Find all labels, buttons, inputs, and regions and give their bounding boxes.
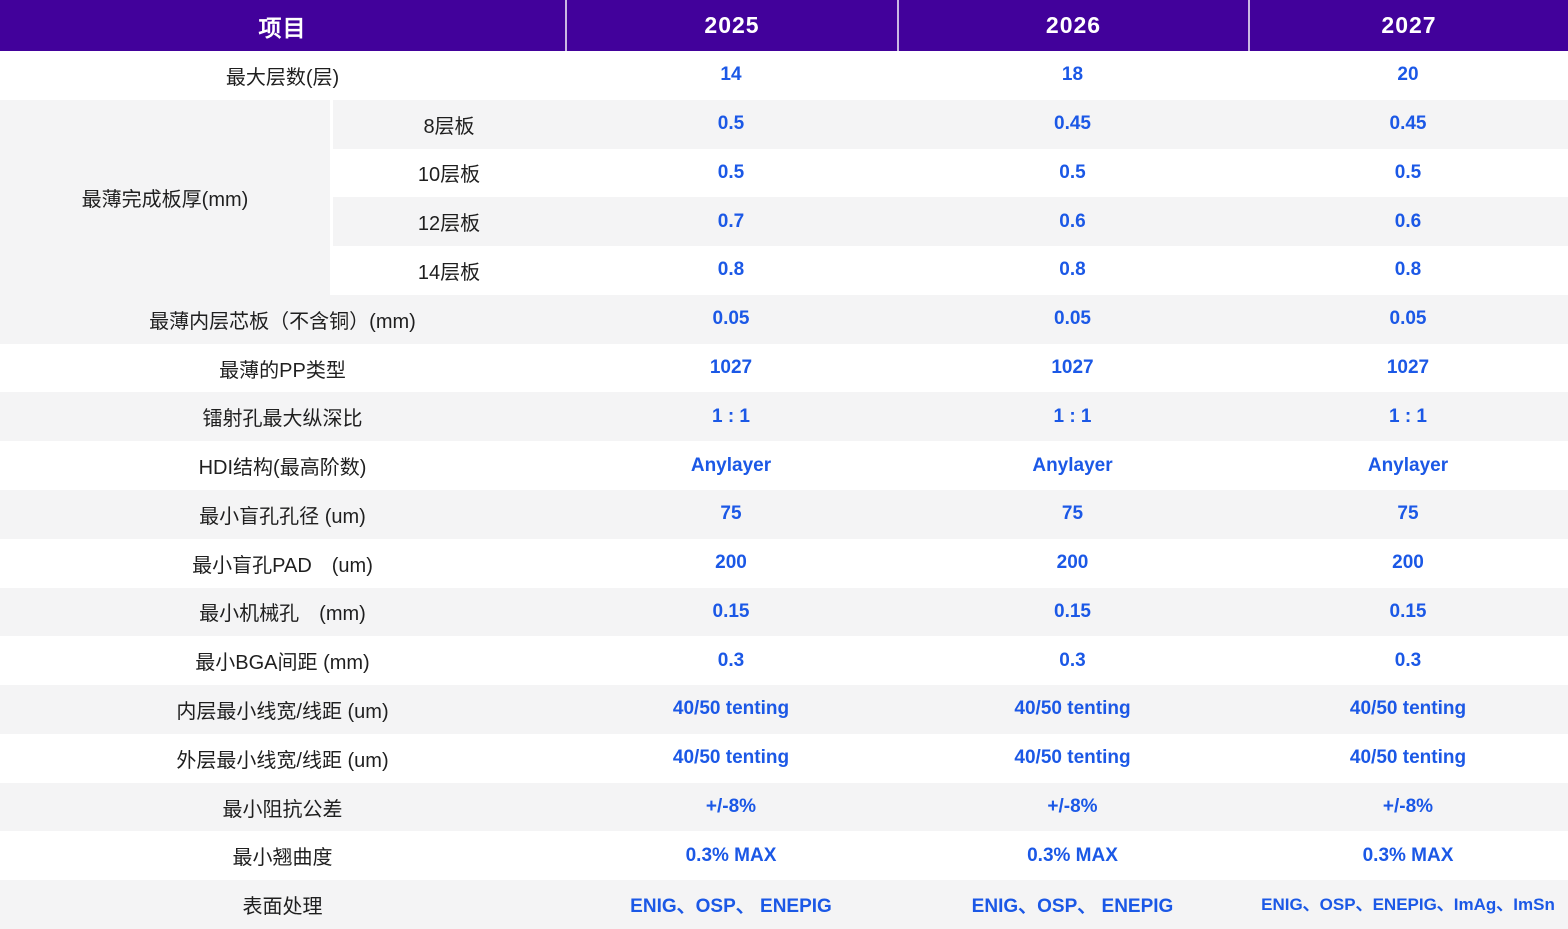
value-12-layer-2027: 0.6 (1248, 197, 1568, 247)
value-thinnest-pp-2025: 1027 (709, 357, 753, 379)
header-year-2026: 2026 (897, 0, 1248, 51)
row-label-max-layers: 最大层数(层) (225, 66, 340, 89)
value-surface-finish-2025: ENIG、OSP、 ENEPIG (565, 880, 897, 929)
subrow-label-10-layer: 10层板 (417, 164, 481, 187)
value-min-blind-via-2026: 75 (897, 490, 1248, 539)
value-min-inner-core-2025: 0.05 (565, 294, 897, 344)
value-min-blind-via-2025: 75 (565, 490, 897, 539)
header-year-2025: 2025 (565, 0, 897, 51)
value-min-mech-hole-2026: 0.15 (897, 587, 1248, 637)
row-label-surface-finish: 表面处理 (0, 880, 565, 929)
value-min-bga-pitch-2027: 0.3 (1394, 649, 1422, 671)
value-hdi-structure-2026: Anylayer (1032, 454, 1113, 476)
header-year-2027: 2027 (1248, 0, 1568, 51)
value-min-blind-pad-2026: 200 (1056, 552, 1089, 574)
value-impedance-tol-2026: +/-8% (897, 782, 1248, 832)
row-label-hdi-structure: HDI结构(最高阶数) (198, 457, 367, 480)
value-warpage-2026: 0.3% MAX (1027, 844, 1118, 866)
value-10-layer-2025: 0.5 (717, 161, 745, 183)
row-label-min-inner-core: 最薄内层芯板（不含铜）(mm) (0, 294, 565, 344)
row-label-min-finished-thickness: 最薄完成板厚(mm) (0, 99, 333, 295)
value-impedance-tol-2025: +/-8% (565, 782, 897, 832)
value-14-layer-2026: 0.8 (1059, 259, 1086, 281)
value-max-layers-2025: 14 (720, 64, 742, 86)
row-label-laser-aspect: 镭射孔最大纵深比 (0, 392, 565, 442)
value-8-layer-2025: 0.5 (565, 99, 897, 149)
value-8-layer-2026: 0.45 (897, 99, 1248, 149)
value-min-blind-via-2027: 75 (1248, 490, 1568, 539)
value-thinnest-pp-2026: 1027 (1051, 357, 1094, 379)
value-laser-aspect-2027: 1 : 1 (1248, 392, 1568, 442)
value-inner-trace-2026: 40/50 tenting (897, 685, 1248, 734)
value-warpage-2027: 0.3% MAX (1362, 844, 1454, 866)
value-laser-aspect-2025: 1 : 1 (565, 392, 897, 442)
value-10-layer-2027: 0.5 (1394, 161, 1422, 183)
value-surface-finish-2026: ENIG、OSP、 ENEPIG (897, 880, 1248, 929)
row-label-outer-trace: 外层最小线宽/线距 (um) (176, 749, 389, 772)
value-min-bga-pitch-2025: 0.3 (717, 649, 745, 671)
value-hdi-structure-2025: Anylayer (690, 454, 772, 476)
value-thinnest-pp-2027: 1027 (1386, 357, 1430, 379)
value-inner-trace-2025: 40/50 tenting (565, 685, 897, 734)
value-10-layer-2026: 0.5 (1059, 161, 1086, 183)
header-item: 项目 (0, 0, 565, 51)
value-warpage-2025: 0.3% MAX (685, 844, 777, 866)
value-outer-trace-2025: 40/50 tenting (672, 747, 790, 769)
row-label-thinnest-pp: 最薄的PP类型 (219, 359, 346, 382)
row-label-inner-trace: 内层最小线宽/线距 (um) (0, 685, 565, 734)
value-8-layer-2027: 0.45 (1248, 99, 1568, 149)
subrow-label-14-layer: 14层板 (417, 261, 481, 284)
value-min-mech-hole-2027: 0.15 (1248, 587, 1568, 637)
row-label-min-blind-pad: 最小盲孔PAD (um) (192, 554, 373, 577)
value-max-layers-2026: 18 (1061, 64, 1084, 86)
value-surface-finish-2027: ENIG、OSP、ENEPIG、ImAg、ImSn (1248, 880, 1568, 929)
value-min-bga-pitch-2026: 0.3 (1059, 649, 1086, 671)
value-inner-trace-2027: 40/50 tenting (1248, 685, 1568, 734)
row-label-min-bga-pitch: 最小BGA间距 (mm) (195, 652, 370, 675)
value-laser-aspect-2026: 1 : 1 (897, 392, 1248, 442)
value-14-layer-2027: 0.8 (1394, 259, 1422, 281)
value-outer-trace-2027: 40/50 tenting (1349, 747, 1467, 769)
subrow-label-12-layer: 12层板 (333, 197, 565, 247)
row-label-min-blind-via: 最小盲孔孔径 (um) (0, 490, 565, 539)
value-hdi-structure-2027: Anylayer (1367, 454, 1449, 476)
value-12-layer-2026: 0.6 (897, 197, 1248, 247)
value-max-layers-2027: 20 (1397, 64, 1419, 86)
row-label-impedance-tol: 最小阻抗公差 (0, 782, 565, 832)
value-14-layer-2025: 0.8 (717, 259, 745, 281)
value-min-blind-pad-2027: 200 (1392, 552, 1424, 574)
subrow-label-8-layer: 8层板 (333, 99, 565, 149)
value-min-blind-pad-2025: 200 (715, 552, 747, 574)
value-outer-trace-2026: 40/50 tenting (1014, 747, 1131, 769)
value-impedance-tol-2027: +/-8% (1248, 782, 1568, 832)
row-label-warpage: 最小翘曲度 (232, 847, 333, 870)
value-min-inner-core-2026: 0.05 (897, 294, 1248, 344)
value-min-inner-core-2027: 0.05 (1248, 294, 1568, 344)
row-label-min-mech-hole: 最小机械孔 (mm) (0, 587, 565, 637)
value-min-mech-hole-2025: 0.15 (565, 587, 897, 637)
value-12-layer-2025: 0.7 (565, 197, 897, 247)
